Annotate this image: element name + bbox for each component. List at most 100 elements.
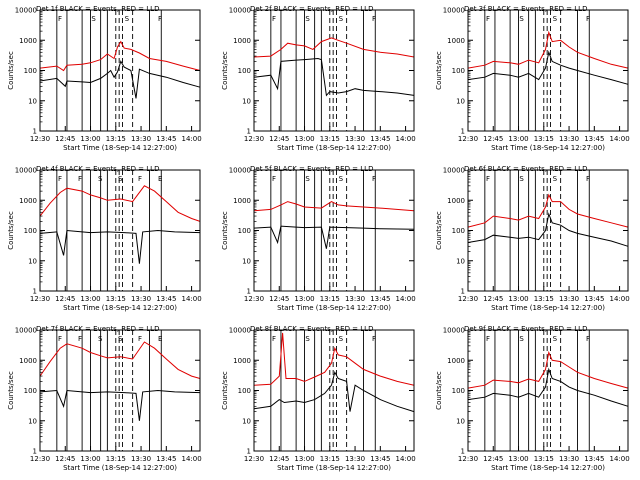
x-tick-label-1230: 12:30 xyxy=(244,455,264,463)
y-tick-label-100: 100 xyxy=(452,67,465,75)
plot-frame xyxy=(467,329,629,452)
x-axis-label: Start Time (18-Sep-14 12:27:00) xyxy=(277,304,391,312)
band-label-4: F xyxy=(586,15,590,23)
band-label-2: S xyxy=(519,15,524,23)
band-label-4: F xyxy=(158,15,162,23)
band-label-3: S xyxy=(339,175,344,183)
series-line-events xyxy=(39,60,201,99)
series-line-events xyxy=(39,389,201,421)
y-tick-label-10000: 10000 xyxy=(229,327,251,335)
y-axis-label: Counts/sec xyxy=(221,51,229,90)
band-label-1: F xyxy=(58,335,62,343)
x-tick-label-1245: 12:45 xyxy=(269,295,289,303)
band-label-2: F xyxy=(78,175,82,183)
plot-frame xyxy=(39,329,201,452)
x-tick-label-1315: 13:15 xyxy=(106,135,126,143)
y-tick-label-10: 10 xyxy=(456,417,465,425)
x-tick-label-1245: 12:45 xyxy=(483,135,503,143)
y-tick-label-10: 10 xyxy=(28,97,37,105)
x-tick-label-1300: 13:00 xyxy=(508,135,528,143)
chart-title: Det 4f BLACK = Events, RED = LLD xyxy=(36,165,159,173)
x-tick-label-1230: 12:30 xyxy=(30,295,50,303)
y-axis-label: Counts/sec xyxy=(7,371,15,410)
x-tick-label-1345: 13:45 xyxy=(156,295,176,303)
x-tick-label-1315: 13:15 xyxy=(320,135,340,143)
x-tick-label-1230: 12:30 xyxy=(30,455,50,463)
series-line-lld xyxy=(253,332,415,386)
series-line-events xyxy=(39,229,201,264)
x-tick-label-1330: 13:30 xyxy=(559,455,579,463)
y-tick-label-1: 1 xyxy=(461,288,465,296)
band-label-1: F xyxy=(486,15,490,23)
y-tick-label-10000: 10000 xyxy=(229,7,251,15)
chart-panel-7: F F S S F E 1 10 100 1000 10000 12:30 12:45 13:00 13:1… xyxy=(7,325,202,472)
chart-title: Det 6f BLACK = Events, RED = LLD xyxy=(464,165,587,173)
chart-panel-1: F S S F 1 10 100 1000 10000 12:30 12:45 13:00 13:15 1… xyxy=(7,5,202,152)
y-axis-label: Counts/sec xyxy=(7,51,15,90)
chart-panel-8: F S S F 1 10 100 1000 10000 12:30 12:45 13:00 13:15 1… xyxy=(221,325,416,472)
y-tick-label-1: 1 xyxy=(247,448,251,456)
chart-panel-3: F S S F 1 10 100 1000 10000 12:30 12:45 13:00 13:15 1… xyxy=(435,5,630,152)
x-tick-label-1315: 13:15 xyxy=(534,295,554,303)
x-tick-label-1345: 13:45 xyxy=(156,455,176,463)
x-axis-label: Start Time (18-Sep-14 12:27:00) xyxy=(491,144,605,152)
x-tick-label-1345: 13:45 xyxy=(584,455,604,463)
y-tick-label-100: 100 xyxy=(24,227,37,235)
y-tick-label-1000: 1000 xyxy=(233,197,251,205)
x-axis-label: Start Time (18-Sep-14 12:27:00) xyxy=(63,464,177,472)
x-tick-label-1400: 14:00 xyxy=(609,455,629,463)
y-tick-label-100: 100 xyxy=(238,67,251,75)
x-tick-label-1300: 13:00 xyxy=(294,135,314,143)
x-tick-label-1345: 13:45 xyxy=(370,295,390,303)
series-line-events xyxy=(467,367,629,407)
x-tick-label-1230: 12:30 xyxy=(458,455,478,463)
x-tick-label-1245: 12:45 xyxy=(483,455,503,463)
x-tick-label-1300: 13:00 xyxy=(294,295,314,303)
chart-panel-6: F S S F 1 10 100 1000 10000 12:30 12:45 13:00 13:15 1… xyxy=(435,165,630,312)
band-label-4: S xyxy=(118,175,123,183)
band-label-4: F xyxy=(586,335,590,343)
x-axis-label: Start Time (18-Sep-14 12:27:00) xyxy=(491,464,605,472)
x-tick-label-1400: 14:00 xyxy=(609,295,629,303)
y-tick-label-1000: 1000 xyxy=(233,37,251,45)
x-tick-label-1230: 12:30 xyxy=(458,295,478,303)
series-line-lld xyxy=(467,350,629,389)
band-label-3: S xyxy=(553,175,558,183)
x-tick-label-1400: 14:00 xyxy=(395,295,415,303)
x-tick-label-1300: 13:00 xyxy=(508,455,528,463)
x-tick-label-1330: 13:30 xyxy=(559,295,579,303)
y-tick-label-100: 100 xyxy=(452,227,465,235)
y-tick-label-10: 10 xyxy=(242,417,251,425)
y-tick-label-100: 100 xyxy=(24,387,37,395)
series-line-events xyxy=(253,225,415,249)
band-label-1: F xyxy=(486,335,490,343)
y-tick-label-1000: 1000 xyxy=(19,37,37,45)
y-tick-label-10000: 10000 xyxy=(15,327,37,335)
plot-frame xyxy=(467,169,629,292)
band-label-2: S xyxy=(519,335,524,343)
x-tick-label-1345: 13:45 xyxy=(584,295,604,303)
band-label-1: F xyxy=(58,15,62,23)
series-line-lld xyxy=(39,185,201,222)
band-label-4: F xyxy=(586,175,590,183)
x-tick-label-1330: 13:30 xyxy=(131,135,151,143)
y-tick-label-10: 10 xyxy=(242,257,251,265)
chart-title: Det 7f BLACK = Events, RED = LLD xyxy=(36,325,159,333)
chart-title: Det 1f BLACK = Events, RED = LLD xyxy=(36,5,159,13)
chart-panel-9: F S S F 1 10 100 1000 10000 12:30 12:45 13:00 13:15 1… xyxy=(435,325,630,472)
band-label-3: S xyxy=(339,335,344,343)
x-tick-label-1245: 12:45 xyxy=(269,455,289,463)
series-line-events xyxy=(253,370,415,413)
x-tick-label-1330: 13:30 xyxy=(131,295,151,303)
plot-frame xyxy=(467,9,629,132)
x-tick-label-1300: 13:00 xyxy=(508,295,528,303)
y-axis-label: Counts/sec xyxy=(221,211,229,250)
y-tick-label-1: 1 xyxy=(461,448,465,456)
x-tick-label-1230: 12:30 xyxy=(30,135,50,143)
x-tick-label-1230: 12:30 xyxy=(244,135,264,143)
plot-frame xyxy=(253,329,415,452)
x-axis-label: Start Time (18-Sep-14 12:27:00) xyxy=(63,144,177,152)
series-line-lld xyxy=(467,30,629,69)
x-tick-label-1245: 12:45 xyxy=(55,295,75,303)
y-axis-label: Counts/sec xyxy=(435,371,443,410)
